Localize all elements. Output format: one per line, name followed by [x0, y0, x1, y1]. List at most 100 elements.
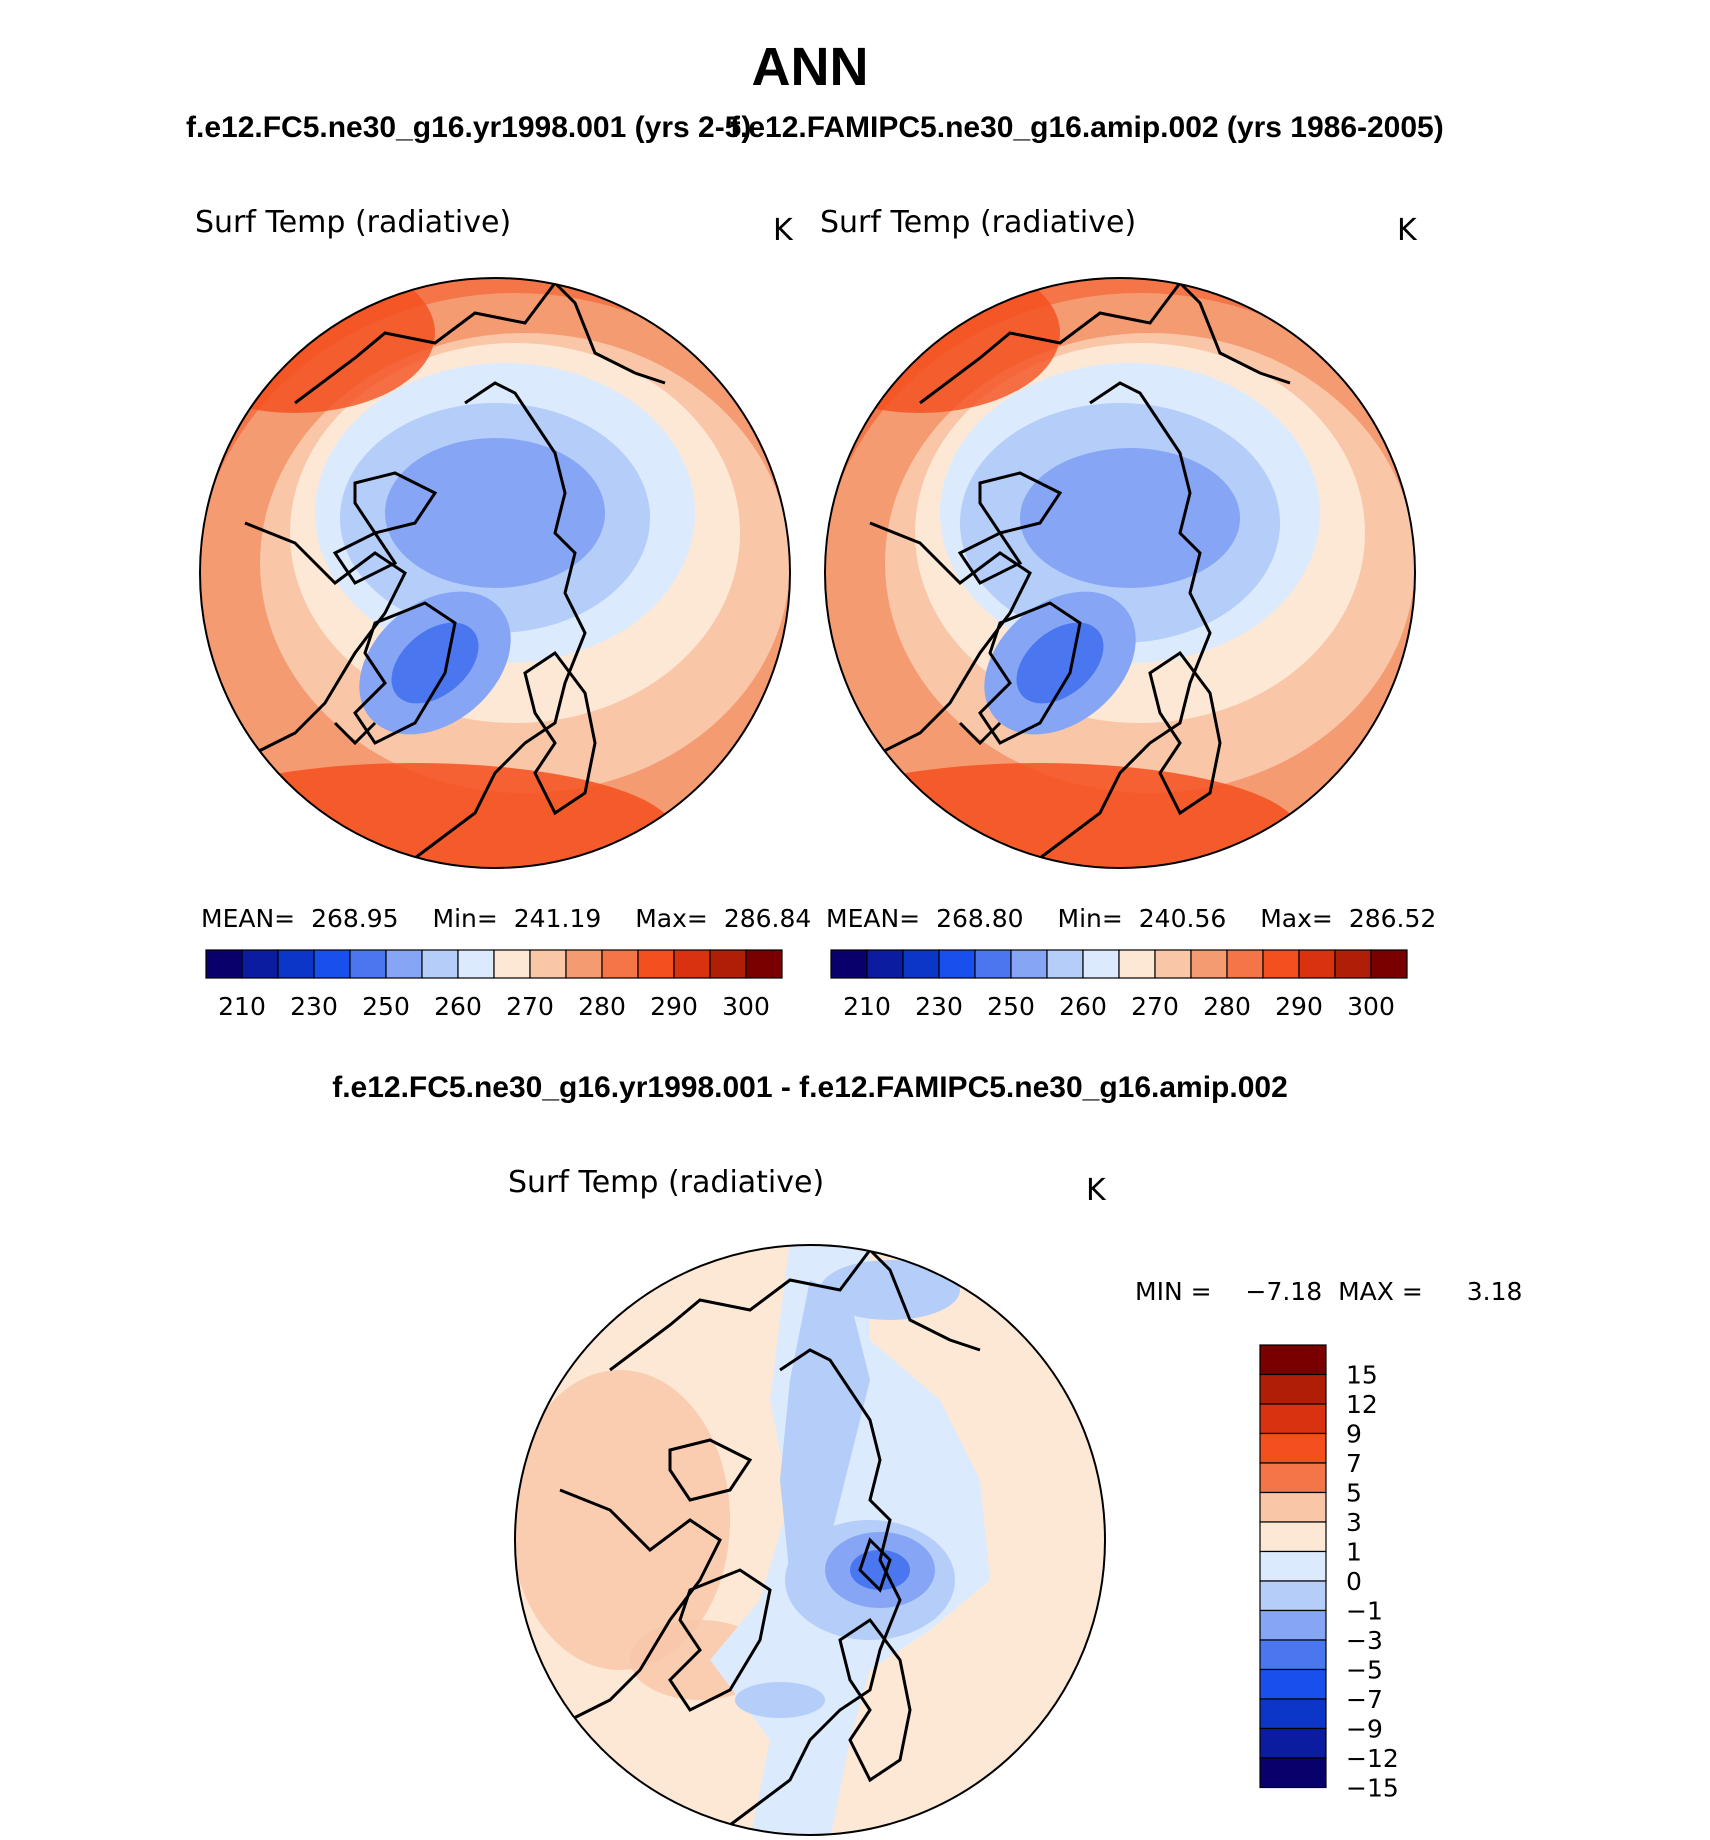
- colorbar-tick-label: 3: [1346, 1508, 1362, 1537]
- colorbar-swatch: [637, 949, 675, 979]
- colorbar-tick-label: −3: [1346, 1626, 1383, 1655]
- mean-label: MEAN=: [826, 904, 920, 933]
- figure-title: ANN: [752, 37, 869, 97]
- max-value: 286.52: [1349, 904, 1436, 933]
- colorbar-swatch: [313, 949, 351, 979]
- colorbar-tick-label: 15: [1346, 1361, 1378, 1390]
- polar-map-left: [199, 277, 791, 869]
- case-title-left: f.e12.FC5.ne30_g16.yr1998.001 (yrs 2-5): [186, 111, 751, 144]
- max-label: Max=: [635, 904, 708, 933]
- colorbar-tick-label: 7: [1346, 1449, 1362, 1478]
- polar-map-difference: [514, 1244, 1106, 1836]
- colorbar-swatch: [1259, 1432, 1327, 1464]
- colorbar-tick-label: 260: [1059, 992, 1107, 1021]
- colorbar-tick-label: −9: [1346, 1715, 1383, 1744]
- colorbar-tick-label: 280: [1203, 992, 1251, 1021]
- colorbar-tick-label: 280: [578, 992, 626, 1021]
- panel-top-right: Surf Temp (radiative) K MEAN= 268.80: [820, 205, 1436, 1021]
- colorbar-swatch: [385, 949, 423, 979]
- mean-label: MEAN=: [201, 904, 295, 933]
- colorbar-swatch: [1190, 949, 1228, 979]
- min-value: −7.18: [1246, 1277, 1323, 1306]
- min-label: Min=: [433, 904, 498, 933]
- colorbar-swatch: [1259, 1403, 1327, 1435]
- colorbar-swatch: [601, 949, 639, 979]
- colorbar-swatch: [709, 949, 747, 979]
- colorbar-swatch: [205, 949, 243, 979]
- colorbar-swatch: [493, 949, 531, 979]
- colorbar-tick-label: −5: [1346, 1656, 1383, 1685]
- colorbar-swatch: [565, 949, 603, 979]
- colorbar-swatch: [830, 949, 868, 979]
- colorbar-swatch: [1226, 949, 1264, 979]
- panel-difference: f.e12.FC5.ne30_g16.yr1998.001 - f.e12.FA…: [332, 1071, 1522, 1836]
- colorbar-swatch: [349, 949, 387, 979]
- colorbar-tick-label: 290: [1275, 992, 1323, 1021]
- polar-map-right: [824, 277, 1416, 869]
- colorbar-swatch: [745, 949, 783, 979]
- colorbar-swatch: [1370, 949, 1408, 979]
- colorbar-tick-label: 5: [1346, 1479, 1362, 1508]
- colorbar-tick-label: 270: [1131, 992, 1179, 1021]
- colorbar-tick-label: 230: [290, 992, 338, 1021]
- colorbar-tick-label: 300: [1347, 992, 1395, 1021]
- colorbar-swatch: [1259, 1757, 1327, 1789]
- colorbar-tick-label: 300: [722, 992, 770, 1021]
- svg-text:MEAN= 268.80 Min=: MEAN= 268.80 Min= 240.56 Max= 286.52: [826, 904, 1436, 933]
- colorbar-swatch: [1259, 1727, 1327, 1759]
- variable-label: Surf Temp (radiative): [820, 205, 1136, 240]
- svg-text:MEAN= 268.95 Min=: MEAN= 268.95 Min= 241.19 Max= 286.84: [201, 904, 811, 933]
- variable-label: Surf Temp (radiative): [508, 1165, 824, 1200]
- colorbar-tick-label: −7: [1346, 1685, 1383, 1714]
- units-label: K: [1397, 213, 1418, 248]
- svg-text:MIN = −7.18 MAX =: MIN = −7.18 MAX = 3.18: [1135, 1277, 1522, 1306]
- colorbar-top-right: 210 230 250 260 270 280 290 300: [830, 949, 1408, 1021]
- colorbar-tick-label: 290: [650, 992, 698, 1021]
- colorbar-swatch: [1334, 949, 1372, 979]
- colorbar-swatch: [241, 949, 279, 979]
- mean-value: 268.95: [311, 904, 398, 933]
- case-title-right: f.e12.FAMIPC5.ne30_g16.amip.002 (yrs 198…: [730, 111, 1444, 144]
- colorbar-swatch: [1259, 1580, 1327, 1612]
- colorbar-tick-label: −1: [1346, 1597, 1383, 1626]
- max-label: Max=: [1260, 904, 1333, 933]
- colorbar-swatch: [277, 949, 315, 979]
- colorbar-tick-label: 210: [843, 992, 891, 1021]
- colorbar-swatch: [1082, 949, 1120, 979]
- colorbar-tick-label: 250: [362, 992, 410, 1021]
- colorbar-swatch: [1259, 1609, 1327, 1641]
- panel-top-left: Surf Temp (radiative) K MEAN= 268.95: [195, 205, 811, 1021]
- colorbar-swatch: [902, 949, 940, 979]
- colorbar-swatch: [1259, 1344, 1327, 1376]
- colorbar-swatch: [1259, 1521, 1327, 1553]
- colorbar-swatch: [1154, 949, 1192, 979]
- colorbar-swatch: [866, 949, 904, 979]
- colorbar-tick-label: 260: [434, 992, 482, 1021]
- colorbar-swatch: [1259, 1668, 1327, 1700]
- colorbar-swatch: [1118, 949, 1156, 979]
- colorbar-tick-label: 270: [506, 992, 554, 1021]
- colorbar-swatch: [1259, 1550, 1327, 1582]
- colorbar-swatch: [673, 949, 711, 979]
- colorbar-top-left: 210 230 250 260 270 280 290 300: [205, 949, 783, 1021]
- colorbar-swatch: [1259, 1373, 1327, 1405]
- colorbar-tick-label: 250: [987, 992, 1035, 1021]
- colorbar-swatch: [1259, 1698, 1327, 1730]
- colorbar-tick-label: −12: [1346, 1744, 1399, 1773]
- max-value: 3.18: [1467, 1277, 1523, 1306]
- colorbar-tick-label: 12: [1346, 1390, 1378, 1419]
- colorbar-swatch: [1010, 949, 1048, 979]
- colorbar-swatch: [1259, 1491, 1327, 1523]
- min-value: 241.19: [514, 904, 601, 933]
- colorbar-swatch: [974, 949, 1012, 979]
- colorbar-swatch: [1259, 1639, 1327, 1671]
- colorbar-tick-label: 1: [1346, 1538, 1362, 1567]
- max-label: MAX =: [1338, 1277, 1423, 1306]
- mean-value: 268.80: [936, 904, 1023, 933]
- min-value: 240.56: [1139, 904, 1226, 933]
- colorbar-swatch: [529, 949, 567, 979]
- units-label: K: [1086, 1173, 1107, 1208]
- colorbar-swatch: [1262, 949, 1300, 979]
